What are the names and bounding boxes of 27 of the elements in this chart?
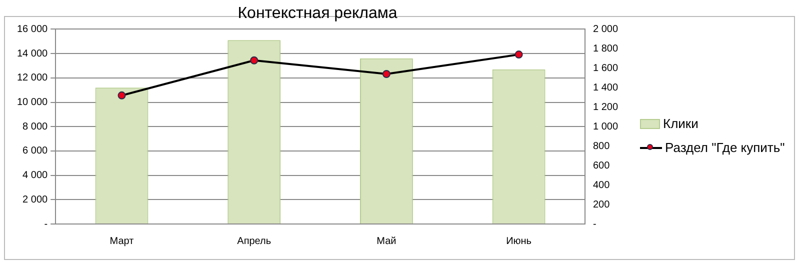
y-tick-label: 10 000 xyxy=(16,97,48,108)
x-tick-label: Март xyxy=(110,236,134,247)
y2-tick-label: 1 000 xyxy=(592,121,618,132)
x-tick-label: Май xyxy=(376,236,396,247)
y2-tick-label: 1 200 xyxy=(592,102,618,113)
y-tick-label: - xyxy=(44,218,48,230)
y2-tick-label: 200 xyxy=(592,199,610,210)
y2-tick-label: 1 400 xyxy=(592,82,618,94)
y-tick-label: 4 000 xyxy=(22,170,48,182)
chart-title: Контекстная реклама xyxy=(238,5,398,22)
y-tick-label: 14 000 xyxy=(16,48,48,60)
legend-label: Раздел "Где купить" xyxy=(665,139,785,157)
x-tick-label: Апрель xyxy=(237,236,272,247)
y-tick-label: 8 000 xyxy=(22,121,48,132)
y2-tick-label: 400 xyxy=(592,180,610,191)
y-tick-label: 12 000 xyxy=(16,72,48,84)
y2-tick-label: - xyxy=(592,218,596,230)
y2-tick-label: 1 800 xyxy=(592,43,618,54)
y-tick-label: 6 000 xyxy=(22,146,48,157)
y2-tick-label: 2 000 xyxy=(592,24,618,35)
y-tick-label: 2 000 xyxy=(22,194,48,206)
y2-tick-label: 800 xyxy=(592,140,610,152)
y2-tick-label: 600 xyxy=(592,160,610,172)
legend-label: Клики xyxy=(663,115,698,133)
y2-tick-label: 1 600 xyxy=(592,62,618,74)
y-tick-label: 16 000 xyxy=(16,24,48,35)
x-tick-label: Июнь xyxy=(506,236,532,247)
